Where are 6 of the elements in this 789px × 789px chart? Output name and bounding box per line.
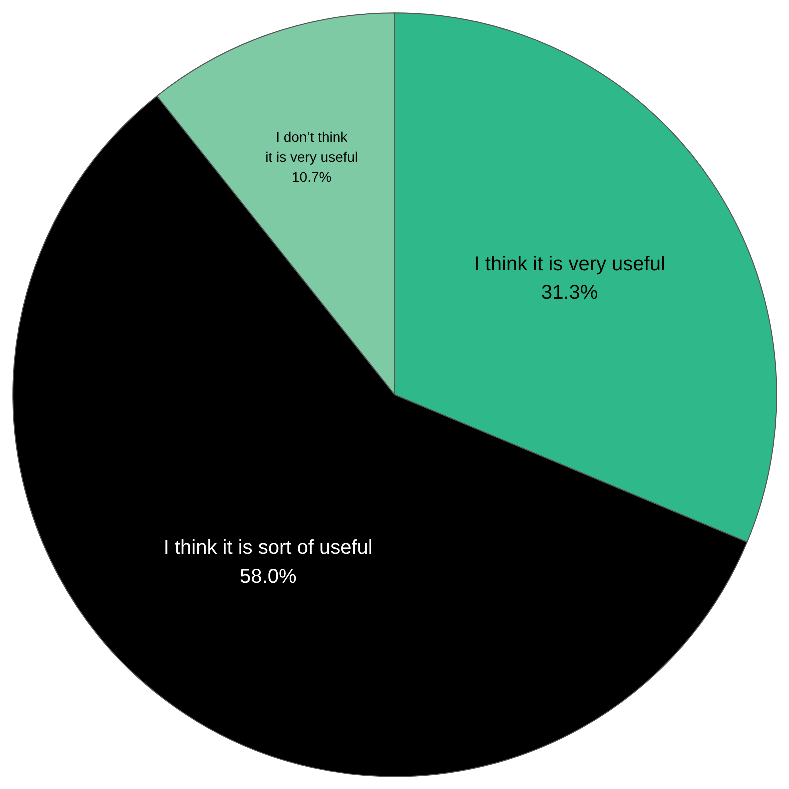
data-label: 31.3% [541, 282, 598, 304]
slice-label: I think it is very useful [474, 253, 666, 276]
slice-label: I don’t think it is very useful [266, 129, 358, 166]
data-label: 58.0% [240, 566, 297, 588]
data-label: 10.7% [292, 169, 332, 186]
slice-label: I think it is sort of useful [164, 537, 373, 560]
